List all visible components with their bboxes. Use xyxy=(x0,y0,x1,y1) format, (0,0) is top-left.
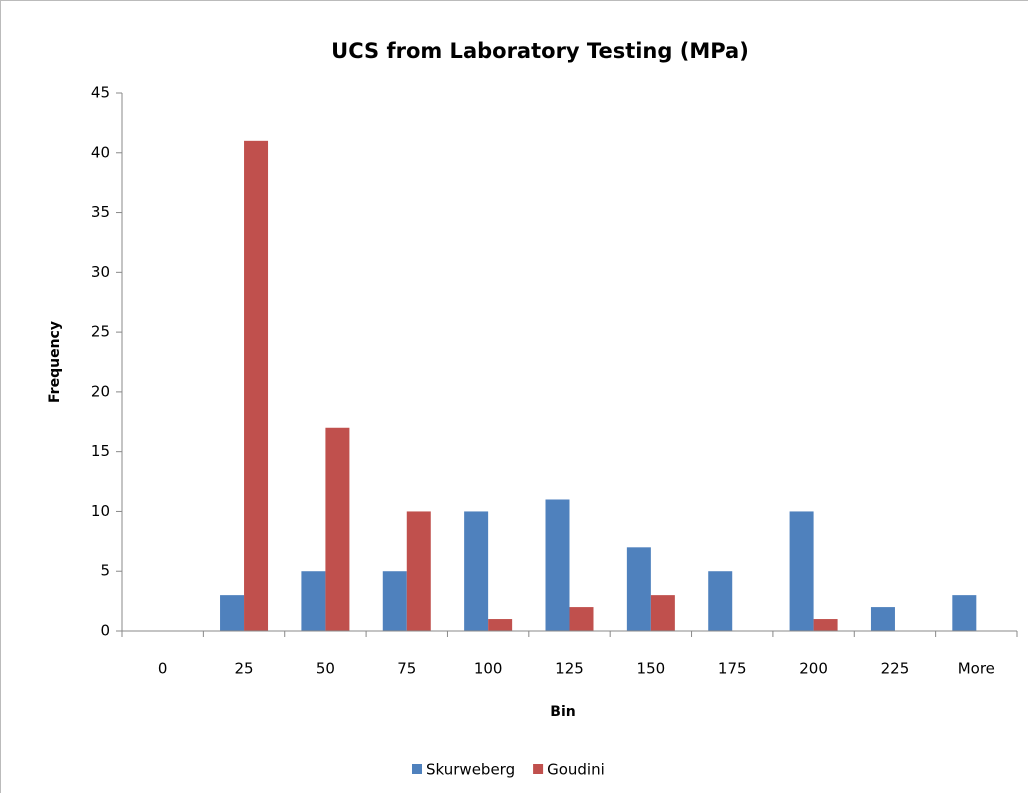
y-tick-label: 35 xyxy=(91,203,110,221)
x-tick-label: 100 xyxy=(474,660,503,678)
x-tick-label: 200 xyxy=(799,660,828,678)
y-tick-label: 20 xyxy=(91,382,110,400)
bar xyxy=(301,571,326,631)
y-tick-label: 45 xyxy=(91,84,110,102)
y-tick-label: 5 xyxy=(100,562,110,580)
bar xyxy=(870,607,895,631)
x-tick-label: 225 xyxy=(881,660,910,678)
x-tick-label: 25 xyxy=(234,660,253,678)
legend-label: Skurweberg xyxy=(426,761,515,779)
legend-swatch xyxy=(533,764,544,774)
y-tick-label: 15 xyxy=(91,442,110,460)
x-tick-label: 50 xyxy=(316,660,335,678)
chart-title: UCS from Laboratory Testing (MPa) xyxy=(331,39,749,63)
bar xyxy=(464,511,489,631)
bar xyxy=(569,607,594,631)
bar xyxy=(545,499,570,631)
bar xyxy=(650,595,675,631)
x-tick-label: 175 xyxy=(718,660,747,678)
bar xyxy=(244,140,269,632)
y-tick-label: 40 xyxy=(91,143,110,161)
y-tick-label: 10 xyxy=(91,502,110,520)
legend-swatch xyxy=(412,764,422,774)
bar xyxy=(488,619,513,631)
bar xyxy=(813,619,838,631)
y-tick-label: 25 xyxy=(91,323,110,341)
y-tick-label: 30 xyxy=(91,263,110,281)
bar xyxy=(626,547,651,631)
y-tick-label: 0 xyxy=(100,622,110,640)
x-tick-label: 0 xyxy=(158,660,168,678)
legend-label: Goudini xyxy=(547,761,605,779)
bar xyxy=(952,595,977,631)
bar xyxy=(220,595,245,631)
bar xyxy=(708,571,733,631)
x-tick-label: 150 xyxy=(637,660,666,678)
x-axis-label: Bin xyxy=(550,704,575,720)
bar xyxy=(325,427,350,631)
x-tick-label: More xyxy=(958,660,995,678)
bar xyxy=(789,511,814,631)
x-tick-label: 125 xyxy=(555,660,584,678)
y-axis-label: Frequency xyxy=(47,321,63,403)
x-tick-label: 75 xyxy=(397,660,416,678)
bar xyxy=(406,511,431,631)
bar xyxy=(382,571,407,631)
